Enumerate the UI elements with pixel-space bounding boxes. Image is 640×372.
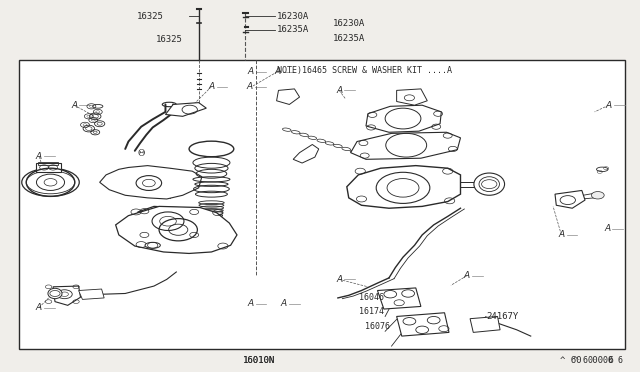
Polygon shape (293, 144, 319, 163)
Polygon shape (470, 317, 500, 333)
Text: A: A (247, 67, 253, 76)
Text: 16235A: 16235A (333, 34, 365, 43)
Text: 16230A: 16230A (333, 19, 365, 28)
Text: A: A (558, 230, 564, 240)
Polygon shape (100, 166, 202, 199)
Ellipse shape (145, 242, 161, 248)
Text: 16010N: 16010N (243, 356, 275, 365)
Ellipse shape (474, 173, 504, 195)
Polygon shape (555, 190, 585, 208)
Circle shape (591, 192, 604, 199)
Text: 16325: 16325 (137, 12, 164, 21)
Text: 16325: 16325 (156, 35, 182, 44)
Polygon shape (276, 89, 300, 105)
Text: 16230A: 16230A (276, 12, 309, 21)
Text: A: A (71, 101, 77, 110)
Polygon shape (79, 289, 104, 299)
Polygon shape (347, 166, 461, 208)
Text: 24167Y: 24167Y (486, 312, 518, 321)
Polygon shape (116, 206, 237, 253)
Polygon shape (351, 132, 461, 159)
Polygon shape (378, 288, 421, 309)
Text: 16046: 16046 (359, 293, 384, 302)
Text: A: A (605, 101, 612, 110)
Bar (38, 161, 58, 164)
Text: 16076: 16076 (365, 322, 390, 331)
Polygon shape (366, 105, 442, 132)
Bar (19, 60, 625, 349)
Ellipse shape (22, 168, 79, 196)
Text: Θ: Θ (138, 149, 145, 158)
Text: A: A (246, 82, 253, 91)
Text: A: A (336, 275, 342, 284)
Text: A: A (209, 82, 214, 91)
Text: 16174: 16174 (359, 307, 384, 316)
Text: NOTE)16465 SCREW & WASHER KIT ....A: NOTE)16465 SCREW & WASHER KIT ....A (276, 66, 452, 75)
Polygon shape (166, 103, 206, 116)
Polygon shape (53, 286, 81, 305)
Polygon shape (397, 313, 449, 336)
Text: A: A (247, 299, 253, 308)
Text: ^ 60  00 6: ^ 60 00 6 (573, 356, 623, 365)
Text: 16235A: 16235A (276, 25, 309, 34)
Text: A: A (36, 152, 42, 161)
Text: A: A (604, 224, 611, 233)
Polygon shape (132, 206, 205, 238)
Ellipse shape (48, 288, 62, 299)
Text: 16010N: 16010N (243, 356, 275, 365)
Text: A: A (336, 86, 342, 95)
Polygon shape (397, 89, 428, 105)
Polygon shape (36, 163, 61, 172)
Text: A: A (464, 271, 470, 280)
Text: ^ 60  00 6: ^ 60 00 6 (560, 356, 614, 365)
Text: A: A (36, 303, 42, 312)
Text: A: A (275, 67, 281, 76)
Text: A: A (280, 299, 287, 308)
